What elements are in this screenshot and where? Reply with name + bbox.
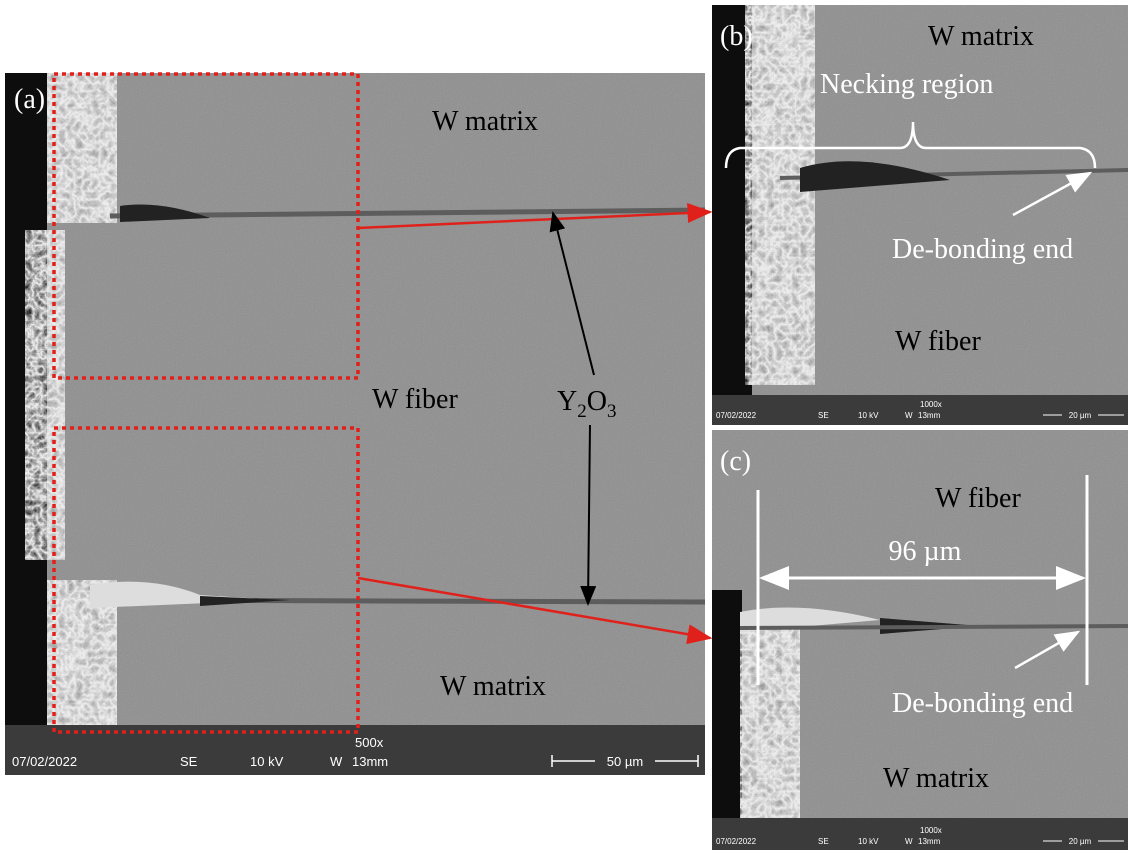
region-label: W fiber [372,384,458,415]
info-mag: 1000x [920,400,942,409]
region-annotation: Necking region [820,69,993,100]
interface [740,626,1128,628]
figure: 07/02/2022 SE 10 kV W 13mm 500x 50 µm (a… [0,0,1128,853]
fiber-end [25,230,65,560]
phase-subscript: 2 [577,401,587,422]
phase-element: O [587,386,607,417]
region-label: W matrix [883,763,989,794]
panel-label: (b) [720,21,753,52]
info-date: 07/02/2022 [12,754,77,769]
info-detector: W [905,411,913,420]
background-edge [712,590,742,818]
phase-subscript: 3 [607,401,617,422]
info-wd: 13mm [918,411,941,420]
info-voltage: 10 kV [858,411,879,420]
scale-label: 50 µm [607,754,643,769]
info-voltage: 10 kV [858,837,879,846]
info-voltage: 10 kV [250,754,284,769]
info-wd: 13mm [918,837,941,846]
panel-b: 07/02/2022 SE 10 kV W 13mm 1000x 20 µm (… [712,5,1128,425]
info-date: 07/02/2022 [716,837,757,846]
region-label: W fiber [935,483,1021,514]
phase-element: Y [557,386,577,417]
end-annotation: De-bonding end [892,234,1073,265]
region-label: W matrix [432,106,538,137]
panel-label: (a) [14,84,45,115]
panel-a: 07/02/2022 SE 10 kV W 13mm 500x 50 µm (a… [5,73,710,775]
panel-c: 07/02/2022 SE 10 kV W 13mm 1000x 20 µm (… [712,430,1128,850]
info-mode: SE [818,837,829,846]
info-mag: 1000x [920,826,942,835]
info-detector: W [905,837,913,846]
region-label: W matrix [928,21,1034,52]
rough-edge [740,625,800,818]
region-label: W fiber [895,326,981,357]
rough-edge [47,73,117,223]
end-annotation: De-bonding end [892,688,1073,719]
page: {"panels": [ {"label": "(a)", "matrix_to… [0,0,1128,853]
info-mag: 500x [355,735,384,750]
info-detector: W [330,754,343,769]
scale-label: 20 µm [1069,837,1092,846]
info-date: 07/02/2022 [716,411,757,420]
region-label: W matrix [440,671,546,702]
panel-label: (c) [720,446,751,477]
info-wd: 13mm [352,754,388,769]
info-mode: SE [818,411,829,420]
info-mode: SE [180,754,198,769]
rough-edge [745,5,815,385]
length-label: 96 µm [889,536,962,567]
scale-label: 20 µm [1069,411,1092,420]
